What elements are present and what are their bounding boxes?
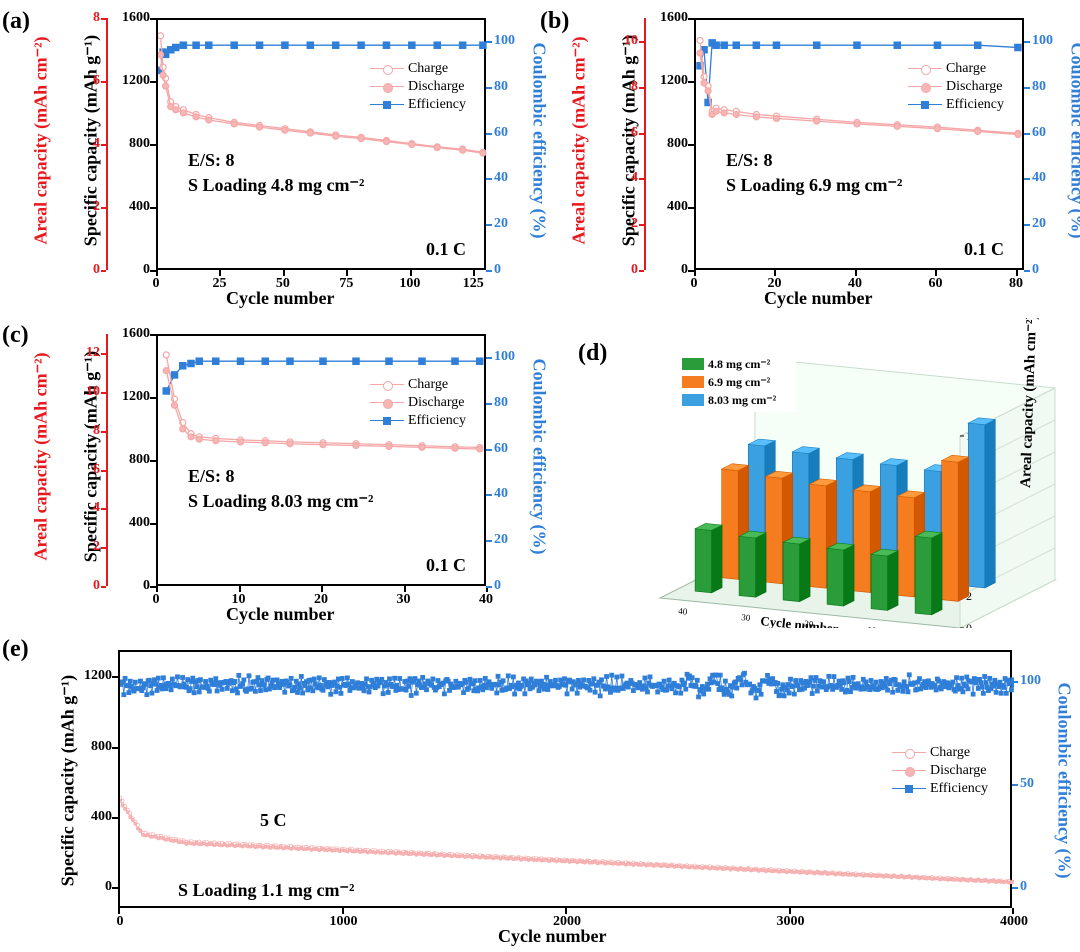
a-areal-label: Areal capacity (mAh cm⁻²) xyxy=(31,26,52,256)
b-plot: Charge Discharge Efficiency E/S: 8 S Loa… xyxy=(694,18,1024,270)
svg-text:8.03 mg cm⁻²: 8.03 mg cm⁻² xyxy=(708,393,777,407)
c-plot: Charge Discharge Efficiency E/S: 8 S Loa… xyxy=(156,334,486,586)
panel-b: (b) Areal capacity (mAh cm⁻²) Specific c… xyxy=(540,0,1080,310)
b-rate: 0.1 C xyxy=(964,239,1004,260)
b-es: E/S: 8 xyxy=(726,150,773,171)
c-es: E/S: 8 xyxy=(188,466,235,487)
svg-text:6.9 mg cm⁻²: 6.9 mg cm⁻² xyxy=(708,375,771,389)
a-plot: Charge Discharge Efficiency E/S: 8 S Loa… xyxy=(156,18,486,270)
a-rate: 0.1 C xyxy=(426,239,466,260)
svg-text:0: 0 xyxy=(966,621,972,628)
panel-e-label: (e) xyxy=(2,636,29,663)
e-rate: 5 C xyxy=(260,810,287,831)
e-ce-label: Coulombic efficiency (%) xyxy=(1054,661,1075,901)
c-sload: S Loading 8.03 mg cm⁻² xyxy=(188,491,373,512)
a-es: E/S: 8 xyxy=(188,150,235,171)
e-sload: S Loading 1.1 mg cm⁻² xyxy=(178,880,354,901)
panel-b-label: (b) xyxy=(540,8,569,35)
b-ce-label: Coulombic efficiency (%) xyxy=(1067,21,1080,261)
c-rate: 0.1 C xyxy=(426,555,466,576)
b-areal-label: Areal capacity (mAh cm⁻²) xyxy=(569,26,590,256)
a-svg xyxy=(158,20,488,272)
a-legend: Charge Discharge Efficiency xyxy=(370,60,466,114)
b-svg xyxy=(696,20,1026,272)
e-spec-label: Specific capacity (mAh g⁻¹) xyxy=(58,651,79,911)
d-svg: 024681012Areal capacity (mAh cm⁻²)Cycle … xyxy=(540,318,1080,628)
b-sload: S Loading 6.9 mg cm⁻² xyxy=(726,175,902,196)
panel-e: (e) Specific capacity (mAh g⁻¹) Coulombi… xyxy=(0,630,1080,952)
svg-text:40: 40 xyxy=(678,606,688,617)
svg-text:20: 20 xyxy=(804,618,814,628)
svg-text:Cycle number: Cycle number xyxy=(760,613,840,628)
c-areal-label: Areal capacity (mAh cm⁻²) xyxy=(31,342,52,572)
e-legend: Charge Discharge Efficiency xyxy=(892,744,988,798)
panel-c: (c) Areal capacity (mAh cm⁻²) Specific c… xyxy=(0,318,540,628)
panel-d: (d) 024681012Areal capacity (mAh cm⁻²)Cy… xyxy=(540,318,1080,628)
panel-a-label: (a) xyxy=(2,8,30,35)
panel-c-label: (c) xyxy=(2,322,29,349)
a-sload: S Loading 4.8 mg cm⁻² xyxy=(188,175,364,196)
e-svg xyxy=(120,652,1014,910)
c-svg xyxy=(158,336,488,588)
b-legend: Charge Discharge Efficiency xyxy=(908,60,1004,114)
svg-text:10: 10 xyxy=(867,625,877,628)
svg-text:30: 30 xyxy=(741,612,751,623)
e-plot: Charge Discharge Efficiency 5 C S Loadin… xyxy=(118,650,1012,908)
c-legend: Charge Discharge Efficiency xyxy=(370,376,466,430)
svg-text:4.8 mg cm⁻²: 4.8 mg cm⁻² xyxy=(708,357,771,371)
